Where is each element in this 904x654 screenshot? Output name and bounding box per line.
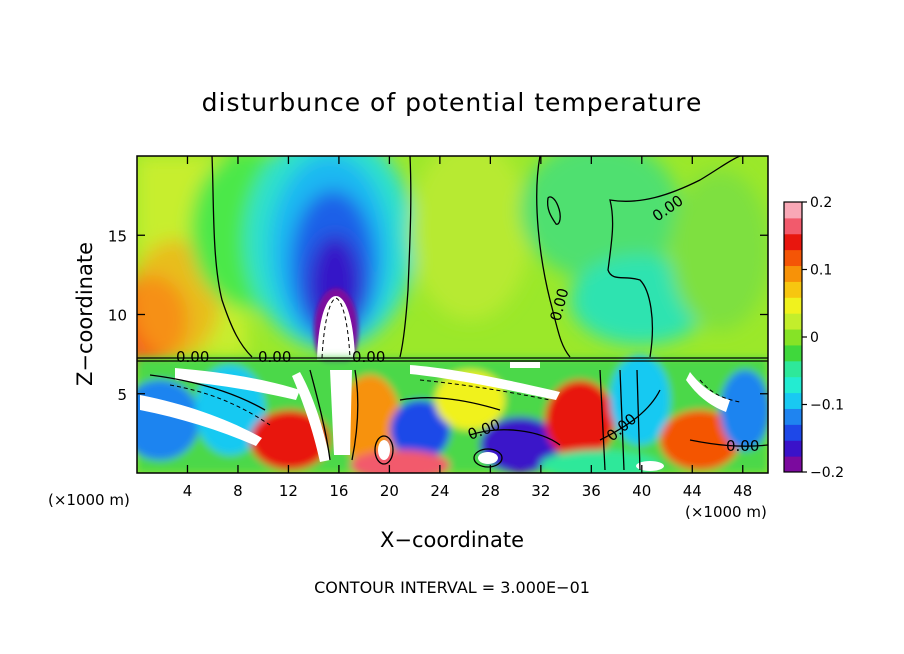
contour-interval-note: CONTOUR INTERVAL = 3.000E−01 xyxy=(314,578,590,597)
colorbar-tick-label: 0.2 xyxy=(810,195,832,211)
contour-label: 0.00 xyxy=(352,348,385,366)
colorbar-swatch xyxy=(784,297,802,314)
contour-label: 0.00 xyxy=(726,437,759,455)
x-axis-label: X−coordinate xyxy=(380,528,524,552)
x-tick-label: 28 xyxy=(481,482,500,500)
colorbar-swatch xyxy=(784,376,802,394)
x-tick-label: 24 xyxy=(430,482,449,500)
x-tick-label: 44 xyxy=(683,482,702,500)
contour-label: 0.00 xyxy=(258,348,291,366)
colorbar: 0.2 0.1 0 −0.1 −0.2 xyxy=(783,195,844,481)
colorbar-swatch xyxy=(784,344,802,362)
y-tick-label: 15 xyxy=(108,227,127,245)
chart-title: disturbunce of potential temperature xyxy=(202,88,703,117)
x-tick-label: 12 xyxy=(279,482,298,500)
colorbar-swatch xyxy=(784,281,802,298)
colorbar-tick-label: −0.2 xyxy=(810,465,844,481)
colorbar-swatch xyxy=(784,313,802,330)
x-unit-left: (×1000 m) xyxy=(48,491,130,509)
colorbar-swatch xyxy=(784,392,802,409)
colorbar-swatch xyxy=(784,233,802,251)
x-tick-label: 8 xyxy=(233,482,243,500)
colorbar-tick-label: −0.1 xyxy=(810,398,844,414)
colorbar-swatch xyxy=(784,456,802,473)
colorbar-swatch xyxy=(784,217,802,235)
colorbar-swatch xyxy=(784,360,802,378)
colorbar-swatch xyxy=(784,249,802,267)
x-tick-label: 4 xyxy=(183,482,193,500)
colorbar-swatch xyxy=(784,329,802,346)
heatmap-field: 0.00 0.00 0.00 0.00 0.00 0.00 0.00 0.00 xyxy=(137,156,768,473)
x-tick-label: 16 xyxy=(329,482,348,500)
y-axis-label: Z−coordinate xyxy=(73,242,97,386)
x-axis: 4 8 12 16 20 24 28 32 36 40 44 48 xyxy=(183,156,752,500)
colorbar-swatch xyxy=(784,265,802,282)
x-tick-label: 20 xyxy=(380,482,399,500)
colorbar-tick-label: 0 xyxy=(810,330,819,346)
x-unit-right: (×1000 m) xyxy=(685,503,767,521)
x-tick-label: 36 xyxy=(582,482,601,500)
contour-label: 0.00 xyxy=(176,348,209,366)
colorbar-swatch xyxy=(784,408,802,425)
x-tick-label: 40 xyxy=(632,482,651,500)
y-axis: 5 10 15 xyxy=(108,227,768,404)
colorbar-tick-label: 0.1 xyxy=(810,263,832,279)
y-tick-label: 5 xyxy=(117,386,127,404)
colorbar-swatch xyxy=(784,424,802,441)
y-tick-label: 10 xyxy=(108,307,127,325)
colorbar-swatch xyxy=(784,202,802,219)
x-tick-label: 48 xyxy=(733,482,752,500)
colorbar-swatch xyxy=(784,440,802,457)
x-tick-label: 32 xyxy=(531,482,550,500)
